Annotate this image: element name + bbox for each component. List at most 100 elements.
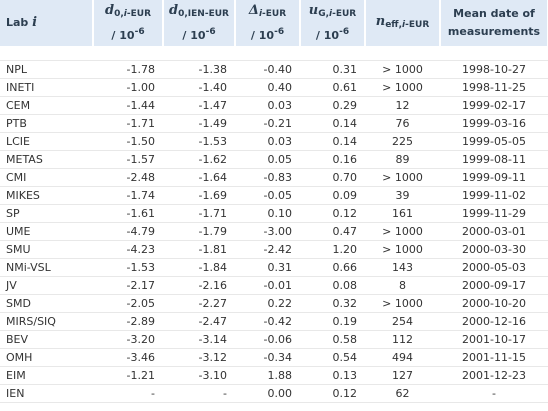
table-row: SMD -2.05 -2.27 0.22 0.32 > 1000 2000-10-20 [0,294,548,313]
table-cell: 1999-11-29 [440,204,548,223]
table-body: NPL -1.78 -1.38 -0.40 0.31 > 1000 1998-10-27 IN… [0,46,548,403]
header-text: i [329,8,333,19]
header-text: i [402,19,406,30]
header-line: / 10-6 [94,23,162,45]
table-cell: -2.89 [93,312,163,331]
spacer-row [0,46,548,61]
table-cell: -2.27 [163,294,235,313]
table-cell: 2000-05-03 [440,258,548,277]
lab-name: SP [0,204,93,223]
table-cell: 1999-08-11 [440,150,548,169]
table-cell: 0.19 [300,312,365,331]
table-cell: -2.05 [93,294,163,313]
table-cell: 0.00 [235,384,300,403]
column-header: neff,i-EUR [365,0,441,46]
header-text: i [258,8,263,19]
lab-name: NMi-VSL [0,258,93,277]
header-line: Mean date of [441,5,547,23]
table-cell: -0.05 [235,186,300,205]
table-cell: 2000-03-30 [440,240,548,259]
table-cell: 12 [365,96,440,115]
table-cell: 0.03 [235,96,300,115]
table-cell: 1.20 [300,240,365,259]
header-line: neff,i-EUR [366,13,439,34]
table-cell: 143 [365,258,440,277]
table-row: CMI -2.48 -1.64 -0.83 0.70 > 1000 1999-09-11 [0,168,548,187]
table-cell: 0.31 [235,258,300,277]
lab-name: MIKES [0,186,93,205]
table-row: NPL -1.78 -1.38 -0.40 0.31 > 1000 1998-10-27 [0,60,548,79]
table-cell: 1999-02-17 [440,96,548,115]
table-cell: -1.44 [93,96,163,115]
header-text: -6 [134,26,145,37]
header-line: Δi-EUR [236,2,299,23]
table-row: MIRS/SIQ -2.89 -2.47 -0.42 0.19 254 2000-12-16 [0,312,548,331]
table-cell: 8 [365,276,440,295]
header-text: 0,IEN-EUR [178,8,229,19]
table-cell: -0.34 [235,348,300,367]
table-cell: -4.79 [93,222,163,241]
table-cell: -1.21 [93,366,163,385]
lab-name: PTB [0,114,93,133]
table-cell: -4.23 [93,240,163,259]
table-cell: -3.12 [163,348,235,367]
table-row: INETI -1.00 -1.40 0.40 0.61 > 1000 1998-11-25 [0,78,548,97]
table-cell: 0.09 [300,186,365,205]
table-cell: 2000-10-20 [440,294,548,313]
table-row: OMH -3.46 -3.12 -0.34 0.54 494 2001-11-15 [0,348,548,367]
table-row: MIKES -1.74 -1.69 -0.05 0.09 39 1999-11-02 [0,186,548,205]
header-row: Lab i d0,i-EUR/ 10-6 d0,IEN-EUR/ 10-6 Δi-EU… [0,0,548,46]
table-cell: 0.47 [300,222,365,241]
table-cell: 0.03 [235,132,300,151]
table-cell: - [163,384,235,403]
header-line: / 10-6 [164,23,234,45]
table-cell: 0.22 [235,294,300,313]
table-cell: -2.16 [163,276,235,295]
table-cell: 0.10 [235,204,300,223]
table-cell: 0.70 [300,168,365,187]
table-cell: 254 [365,312,440,331]
table-cell: -1.79 [163,222,235,241]
table-cell: -1.84 [163,258,235,277]
header-text: i [32,15,38,30]
table-cell: -1.64 [163,168,235,187]
table-row: LCIE -1.50 -1.53 0.03 0.14 225 1999-05-05 [0,132,548,151]
table-cell: 89 [365,150,440,169]
table-cell: 161 [365,204,440,223]
table-cell: 2001-11-15 [440,348,548,367]
table-cell: -1.71 [93,114,163,133]
column-header: d0,i-EUR/ 10-6 [93,0,164,46]
table-row: PTB -1.71 -1.49 -0.21 0.14 76 1999-03-16 [0,114,548,133]
table-cell: > 1000 [365,294,440,313]
table-cell: > 1000 [365,60,440,79]
table-cell: 0.14 [300,114,365,133]
table-cell: > 1000 [365,240,440,259]
table-cell: 0.29 [300,96,365,115]
table-cell: > 1000 [365,222,440,241]
table-cell: 76 [365,114,440,133]
table-cell: 0.66 [300,258,365,277]
table-cell: -1.53 [93,258,163,277]
table-cell: -1.71 [163,204,235,223]
table-cell: - [440,384,548,403]
header-text: / 10 [250,28,275,42]
header-text: measurements [447,25,541,38]
table-cell: 0.58 [300,330,365,349]
lab-name: LCIE [0,132,93,151]
header-text: -EUR [332,8,357,19]
table-cell: 0.31 [300,60,365,79]
table-cell: -0.21 [235,114,300,133]
table-cell: -3.20 [93,330,163,349]
table-cell: 112 [365,330,440,349]
column-header: Lab i [0,0,94,46]
table-cell: 0.16 [300,150,365,169]
header-line: measurements [441,23,547,41]
table-cell: 0.14 [300,132,365,151]
header-text: Mean date of [453,7,535,20]
table-cell: 1999-11-02 [440,186,548,205]
table-cell: 127 [365,366,440,385]
table-row: SMU -4.23 -1.81 -2.42 1.20 > 1000 2000-03-30 [0,240,548,259]
table-cell: -2.47 [163,312,235,331]
table-cell: 1999-05-05 [440,132,548,151]
